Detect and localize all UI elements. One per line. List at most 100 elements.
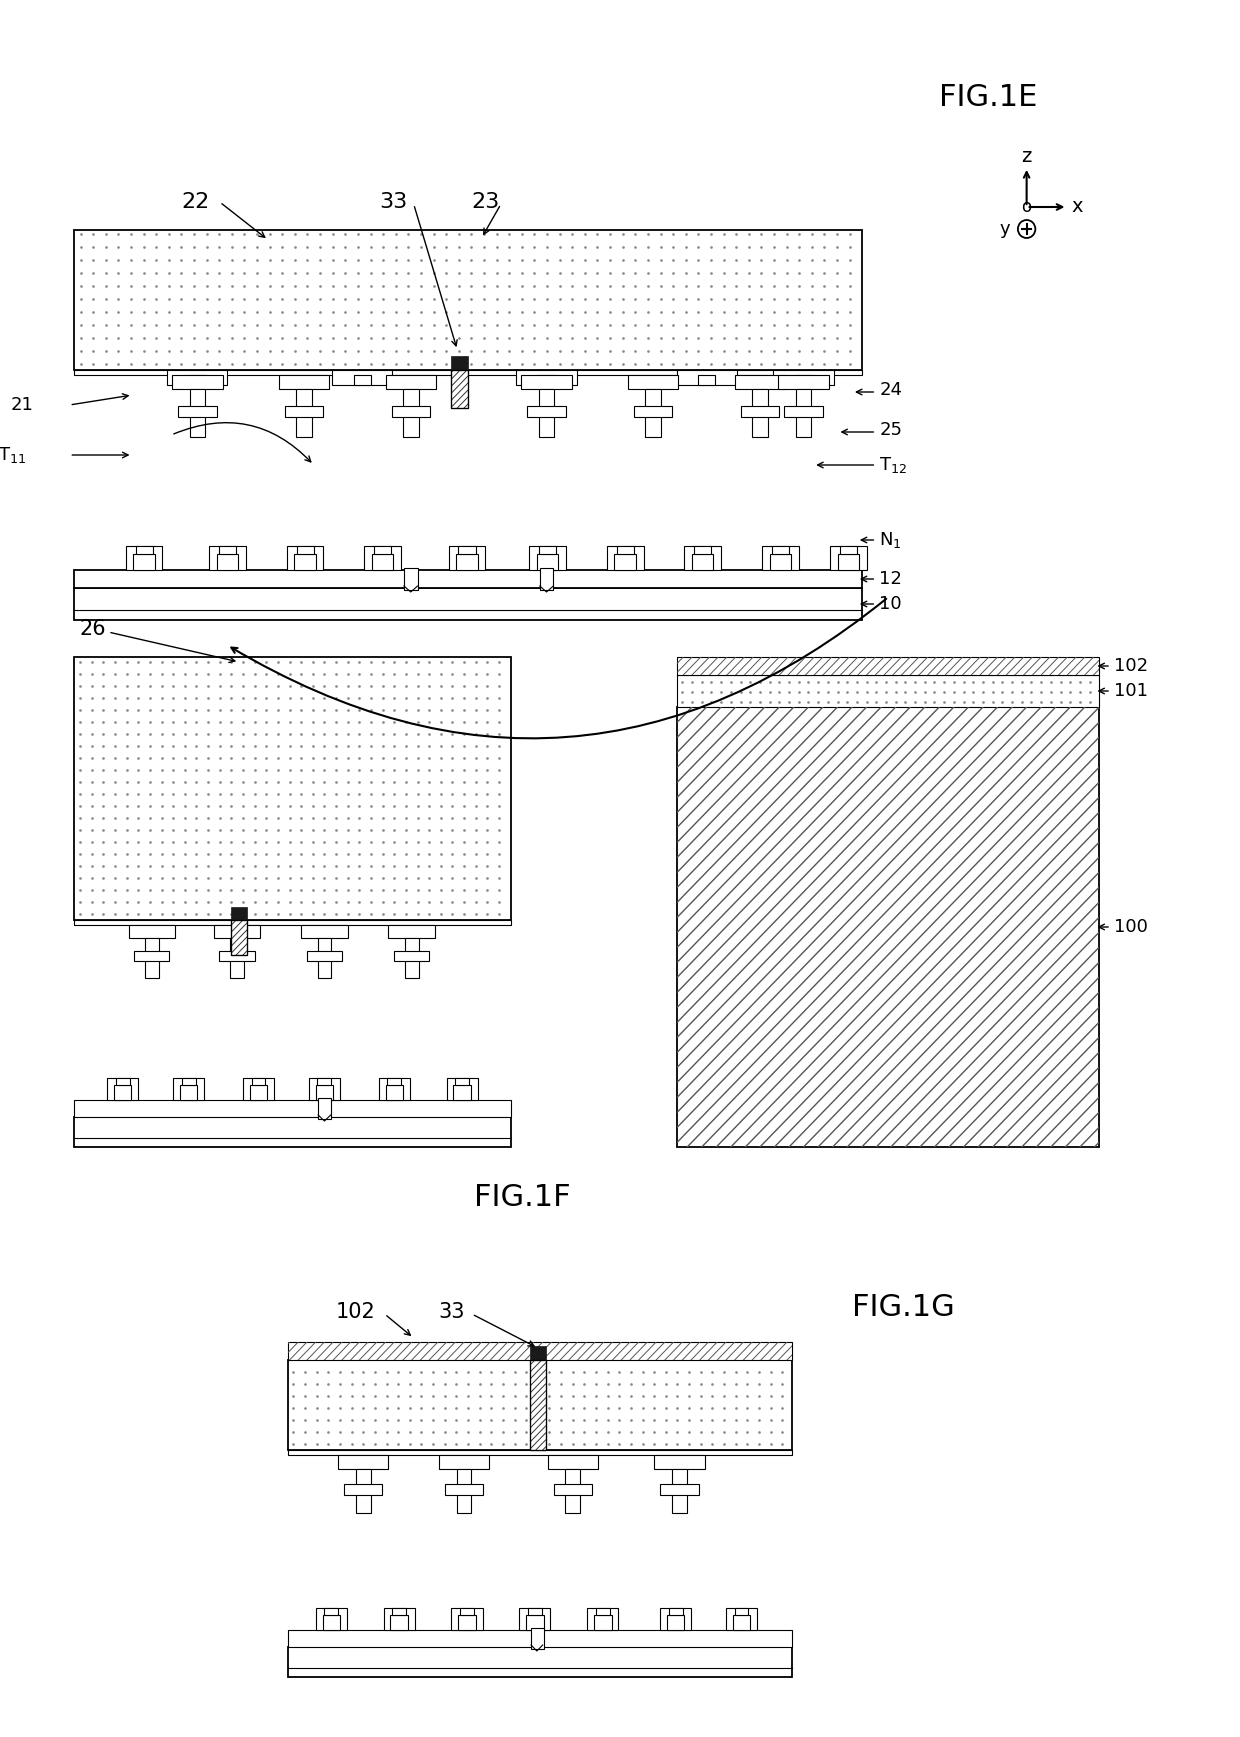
Text: 26: 26 bbox=[79, 618, 105, 639]
Text: y: y bbox=[999, 221, 1011, 238]
Bar bbox=[526, 1615, 543, 1629]
Bar bbox=[107, 1079, 138, 1100]
Bar bbox=[288, 1629, 792, 1647]
Bar bbox=[459, 545, 476, 554]
Bar bbox=[129, 926, 175, 938]
Bar bbox=[115, 1079, 130, 1086]
Bar bbox=[74, 229, 862, 370]
Bar bbox=[795, 375, 812, 386]
Text: FIG.1G: FIG.1G bbox=[852, 1292, 955, 1322]
Bar bbox=[114, 1086, 131, 1100]
Bar bbox=[539, 568, 553, 591]
Bar bbox=[355, 375, 371, 386]
Bar bbox=[288, 1343, 792, 1360]
Bar bbox=[734, 1608, 749, 1615]
Text: 23: 23 bbox=[472, 193, 500, 212]
Bar bbox=[456, 554, 477, 570]
Bar bbox=[210, 545, 246, 570]
Bar bbox=[317, 1079, 331, 1086]
Bar bbox=[232, 921, 247, 955]
Bar bbox=[677, 676, 1100, 707]
Bar bbox=[692, 554, 713, 570]
Bar bbox=[219, 952, 255, 961]
Bar bbox=[725, 1608, 756, 1629]
Bar bbox=[301, 926, 347, 938]
Bar bbox=[232, 921, 247, 955]
Text: z: z bbox=[1022, 148, 1032, 167]
Bar bbox=[365, 545, 401, 570]
Bar bbox=[383, 1608, 414, 1629]
Bar bbox=[439, 1456, 490, 1470]
Bar bbox=[232, 907, 247, 921]
Bar bbox=[74, 1100, 511, 1117]
Bar bbox=[660, 1483, 698, 1494]
Bar bbox=[388, 926, 435, 938]
Bar bbox=[606, 545, 644, 570]
Bar bbox=[74, 589, 862, 620]
Bar bbox=[594, 1615, 611, 1629]
Bar bbox=[134, 952, 170, 961]
Bar bbox=[249, 1086, 268, 1100]
Bar bbox=[213, 926, 260, 938]
Bar bbox=[830, 545, 867, 570]
Bar bbox=[667, 1615, 684, 1629]
Bar bbox=[539, 389, 554, 438]
Bar bbox=[285, 406, 324, 417]
Bar bbox=[450, 370, 467, 408]
Bar bbox=[316, 1086, 334, 1100]
Text: FIG.1F: FIG.1F bbox=[474, 1183, 570, 1211]
Bar bbox=[288, 1360, 792, 1450]
Bar bbox=[219, 545, 236, 554]
Text: T$_{11}$: T$_{11}$ bbox=[0, 445, 26, 466]
Bar bbox=[174, 1079, 205, 1100]
Bar bbox=[677, 657, 1100, 676]
Bar bbox=[528, 1608, 542, 1615]
Bar bbox=[668, 1608, 682, 1615]
Bar bbox=[339, 1456, 388, 1470]
Bar bbox=[145, 938, 159, 978]
Text: 25: 25 bbox=[879, 420, 903, 439]
Bar bbox=[394, 952, 429, 961]
Bar bbox=[660, 1608, 691, 1629]
Bar bbox=[537, 554, 558, 570]
Text: 102: 102 bbox=[1114, 657, 1148, 676]
Bar bbox=[517, 370, 577, 386]
Bar bbox=[403, 389, 419, 438]
Bar bbox=[294, 554, 316, 570]
Bar bbox=[279, 375, 330, 389]
Bar bbox=[779, 375, 828, 389]
Bar bbox=[217, 554, 238, 570]
Bar bbox=[771, 545, 789, 554]
Text: T$_{12}$: T$_{12}$ bbox=[879, 455, 908, 474]
Bar bbox=[734, 375, 785, 389]
Bar bbox=[694, 545, 712, 554]
Bar bbox=[672, 1470, 687, 1513]
Bar bbox=[753, 389, 768, 438]
Bar bbox=[392, 406, 430, 417]
Bar bbox=[286, 545, 324, 570]
Bar bbox=[646, 389, 661, 438]
Bar bbox=[655, 1456, 704, 1470]
Text: x: x bbox=[1071, 198, 1083, 217]
Bar bbox=[288, 1450, 792, 1456]
Bar bbox=[627, 375, 678, 389]
Bar bbox=[180, 1086, 197, 1100]
Bar bbox=[531, 1628, 543, 1648]
Bar bbox=[332, 370, 392, 386]
Circle shape bbox=[1018, 221, 1035, 238]
Bar bbox=[445, 1483, 484, 1494]
Bar bbox=[190, 389, 205, 438]
Bar bbox=[387, 1079, 402, 1086]
Bar bbox=[74, 370, 862, 375]
Bar bbox=[454, 1086, 471, 1100]
Bar bbox=[134, 554, 155, 570]
Bar bbox=[837, 554, 859, 570]
Bar bbox=[774, 370, 833, 386]
Bar bbox=[190, 375, 206, 386]
Bar bbox=[539, 545, 556, 554]
Bar bbox=[449, 545, 485, 570]
Bar bbox=[565, 1470, 580, 1513]
Bar bbox=[459, 1615, 476, 1629]
Bar bbox=[529, 1360, 546, 1450]
Bar bbox=[529, 545, 565, 570]
